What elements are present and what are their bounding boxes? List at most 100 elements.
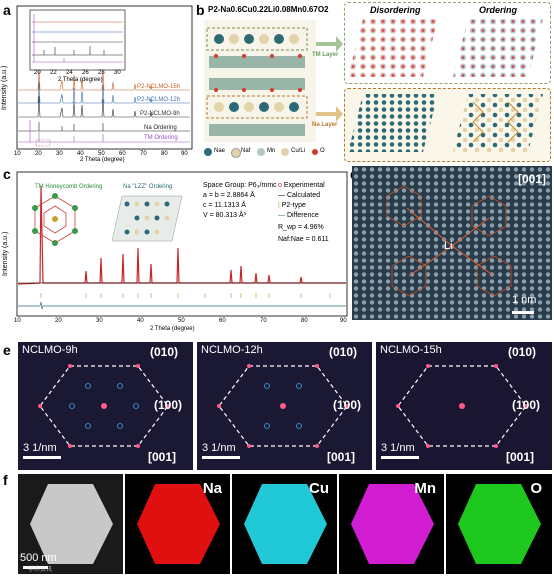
series-label-12h: P2-NCLMO-12h: [137, 97, 181, 103]
saed-15h: NCLMO-15h (010) (100) [001] 3 1/nm: [376, 342, 552, 470]
e-9h-010: (010): [150, 345, 179, 359]
a-xtick-80: 80: [161, 151, 168, 157]
a-xtick-40: 40: [77, 151, 84, 157]
c-xtick-60: 60: [219, 318, 226, 324]
na-lzz-motif: [111, 195, 183, 242]
legend-o: O: [320, 148, 325, 154]
e-15h-scale: 3 1/nm: [381, 442, 415, 454]
formula-title: P2-Na0.6Cu0.22Li0.08Mn0.67O2: [208, 5, 329, 14]
saed-12h: NCLMO-12h (010) (100) [001] 3 1/nm: [197, 342, 372, 470]
na-layer-lattices: [348, 94, 543, 152]
legend-difference-label: Difference: [286, 212, 319, 219]
panel-letter-e: e: [3, 342, 11, 358]
disordering-label: Disordering: [370, 5, 421, 15]
e-12h-zone: [001]: [327, 450, 356, 464]
c-xtick-30: 30: [96, 318, 103, 324]
lattice-parameters: Space Group: P6₃/mmc a = b = 2.8864 Å c …: [203, 181, 277, 221]
legend-naf: Naf: [241, 148, 251, 154]
c-xtick-90: 90: [340, 318, 347, 324]
legend-nae: Nae: [214, 148, 226, 154]
panel-a-xrd: Intensity (a.u.): [0, 0, 195, 165]
legend-p2type-marker: |: [278, 202, 282, 209]
c-xtick-40: 40: [137, 318, 144, 324]
e-15h-100: (100): [512, 398, 541, 412]
eds-o-label: O: [530, 480, 542, 497]
ordering-label: Ordering: [479, 5, 518, 15]
eds-na: Na: [125, 474, 230, 574]
legend-dot-culi: [281, 148, 289, 156]
series-label-tm-ordering: TM Ordering: [144, 135, 178, 141]
tm-honeycomb-motif: [32, 193, 78, 246]
a-xlabel: 2 Theta (degree): [80, 157, 125, 163]
eds-cu: Cu: [232, 474, 337, 574]
d-scale-label: 1 nm: [512, 294, 537, 306]
legend-culi: Cu/Li: [291, 148, 306, 154]
e-12h-sample: NCLMO-12h: [201, 344, 263, 356]
e-15h-010: (010): [508, 345, 537, 359]
e-9h-scale: 3 1/nm: [23, 442, 57, 454]
legend-dot-naf: [231, 148, 241, 158]
lattice-c: c = 11.1313 Å: [203, 202, 246, 209]
eds-mn: Mn: [339, 474, 444, 574]
atom-legend: Nae Naf Mn Cu/Li O: [204, 147, 344, 159]
e-9h-zone: [001]: [148, 450, 177, 464]
panel-letter-f: f: [3, 472, 8, 488]
panel-d-stem-image: [001] Li 1 nm: [352, 166, 552, 320]
panel-letter-b: b: [196, 2, 205, 18]
legend-dot-nae: [204, 148, 212, 156]
e-12h-100: (100): [333, 398, 362, 412]
d-li-label: Li: [444, 240, 453, 252]
legend-mn: Mn: [267, 148, 276, 154]
inset-xtick-30: 30: [114, 70, 121, 76]
c-legend: o Experimental — Calculated | P2-type — …: [278, 181, 329, 245]
panel-letter-a: a: [3, 2, 11, 18]
tm-layer-label: TM Layer: [312, 52, 339, 58]
f-scale: 500 nm: [20, 552, 57, 564]
a-xtick-30: 30: [56, 151, 63, 157]
lattice-ab: a = b = 2.8864 Å: [203, 192, 255, 199]
inset-xtick-20: 20: [34, 70, 41, 76]
c-xtick-70: 70: [260, 318, 267, 324]
e-12h-scale: 3 1/nm: [202, 442, 236, 454]
c-xlabel: 2 Theta (degree): [150, 326, 195, 332]
legend-difference: — Difference: [278, 211, 329, 221]
na-layer-label: Na Layer: [312, 122, 338, 128]
haadf-image: 500 nm: [18, 474, 123, 574]
legend-calculated-label: Calculated: [286, 192, 321, 199]
a-xtick-70: 70: [140, 151, 147, 157]
inset-xtick-26: 26: [82, 70, 89, 76]
saed-9h: NCLMO-9h (010) (100) [001] 3 1/nm: [18, 342, 193, 470]
series-label-na-ordering: Na Ordering: [144, 125, 177, 131]
e-9h-sample: NCLMO-9h: [22, 344, 78, 356]
eds-o: O: [446, 474, 552, 574]
panel-e-saed: NCLMO-9h (010) (100) [001] 3 1/nm NCLMO-…: [0, 342, 554, 470]
panel-f-eds: 500 nm Na Cu Mn O: [18, 474, 554, 574]
panel-b-structure: P2-Na0.6Cu0.22Li0.08Mn0.67O2 TM Layer Na…: [196, 0, 554, 165]
eds-cu-label: Cu: [309, 480, 329, 497]
eds-mn-label: Mn: [414, 480, 436, 497]
crystal-structure: [204, 20, 316, 142]
series-label-15h: P2-NCLMO-15h: [137, 84, 181, 90]
d-zone-axis: [001]: [517, 172, 546, 186]
a-xtick-20: 20: [35, 151, 42, 157]
legend-p2type-label: P2-type: [281, 202, 306, 209]
a-xtick-50: 50: [98, 151, 105, 157]
rwp-value: R_wp = 4.96%: [278, 224, 324, 231]
c-plot: [16, 171, 348, 317]
tm-layer-lattices: [348, 19, 543, 77]
tm-layer-box: [344, 2, 551, 84]
layer-arrows: [316, 36, 343, 122]
e-15h-sample: NCLMO-15h: [380, 344, 442, 356]
inset-xtick-22: 22: [50, 70, 57, 76]
legend-dot-mn: [257, 148, 265, 156]
legend-calculated-marker: —: [278, 192, 287, 199]
inset-xtick-24: 24: [66, 70, 73, 76]
tm-honeycomb-label: TM Honeycomb Ordering: [35, 184, 103, 190]
inset-xtick-28: 28: [98, 70, 105, 76]
e-9h-100: (100): [154, 398, 183, 412]
stem-lattice: [352, 166, 552, 320]
c-xtick-80: 80: [301, 318, 308, 324]
na-lzz-label: Na "LZZ" Ordering: [123, 184, 173, 190]
eds-na-label: Na: [202, 480, 222, 497]
inset-xlabel: 2 Theta (degree): [58, 77, 103, 83]
